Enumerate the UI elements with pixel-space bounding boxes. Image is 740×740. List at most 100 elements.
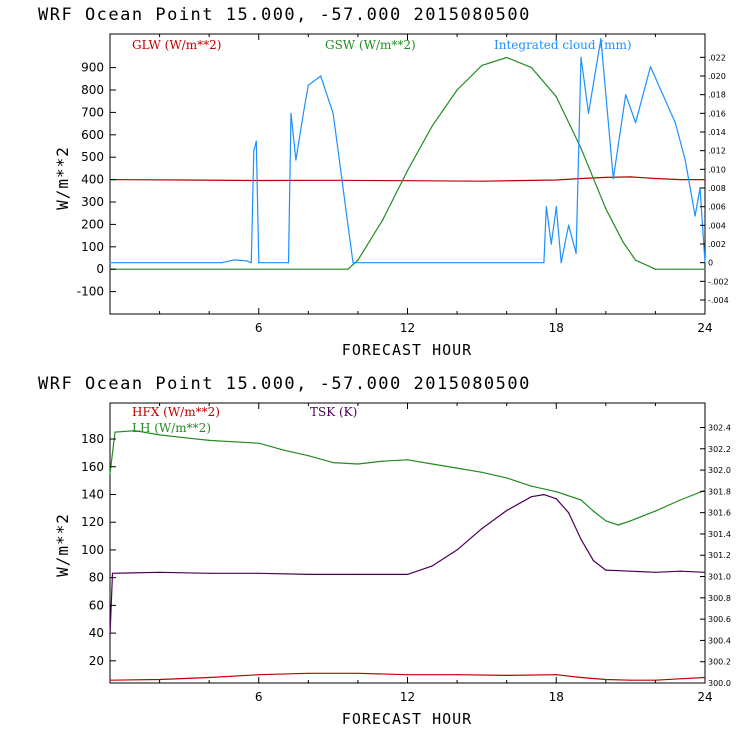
bottom-right-tick-label: 300.4 xyxy=(708,636,731,645)
top-y-tick-label: 500 xyxy=(81,150,104,164)
top-right-tick-label: .020 xyxy=(708,72,726,81)
top-series-integrated-point xyxy=(349,243,352,245)
bottom-series-lh-point xyxy=(530,485,533,487)
bottom-series-lh-point xyxy=(307,455,309,457)
top-y-tick-label: 0 xyxy=(96,262,104,276)
top-axes-group: 6 12 18 24 -100 0 100 200 300 400 500 600 700 800 900.… xyxy=(77,34,729,335)
top-series-gsw-point xyxy=(622,241,624,243)
top-plot-frame xyxy=(109,33,706,315)
bottom-y-tick-label: 160 xyxy=(81,460,104,474)
top-y-tick-label: -100 xyxy=(77,285,104,299)
top-chart-title: WRF Ocean Point 15.000, -57.000 20150805… xyxy=(38,5,531,25)
bottom-series-lh-point xyxy=(679,499,681,501)
bottom-right-tick-label: 301.6 xyxy=(708,509,731,518)
top-series-gsw-point xyxy=(530,67,533,69)
top-series-integrated-point xyxy=(568,224,570,226)
bottom-series-lh-point xyxy=(114,431,116,433)
top-series-glw-point xyxy=(580,177,582,180)
top-series-integrated-point xyxy=(560,262,562,264)
top-right-tick-label: 0 xyxy=(708,259,713,268)
top-legend-glw: GLW (W/m**2) xyxy=(132,38,221,52)
bottom-series-tsk-line xyxy=(109,494,706,636)
top-series-gsw-point xyxy=(382,219,384,221)
top-series-integrated-point xyxy=(662,94,664,96)
bottom-series-hfx-point xyxy=(307,672,309,674)
top-x-axis-label: FORECAST HOUR xyxy=(342,341,472,359)
top-right-tick-label: .016 xyxy=(708,109,726,118)
bottom-series-lh-point xyxy=(630,520,632,522)
top-series-glw-point xyxy=(704,179,706,181)
bottom-series-tsk-point xyxy=(109,634,111,636)
top-right-tick-label: .004 xyxy=(708,221,726,230)
bottom-series-tsk-point xyxy=(159,571,161,573)
top-series-glw-point xyxy=(406,180,409,182)
bottom-series-tsk-point xyxy=(456,549,458,551)
top-series-gsw-point xyxy=(704,268,706,270)
bottom-series-tsk-point xyxy=(258,572,260,574)
top-series-integrated-point xyxy=(674,122,676,124)
bottom-series-hfx-point xyxy=(159,678,161,681)
bottom-right-tick-label: 302.4 xyxy=(708,423,731,432)
bottom-series-tsk-point xyxy=(568,512,570,514)
top-series-integrated-line xyxy=(110,38,706,264)
bottom-axes-group: 6 12 18 24 20 40 60 80 100 120 140 160 180 302.4 302.2… xyxy=(81,403,731,704)
bottom-legend-hfx: HFX (W/m**2) xyxy=(132,405,220,419)
bottom-y-tick-label: 120 xyxy=(81,515,104,529)
top-series-integrated-point xyxy=(253,150,255,152)
top-series-glw-point xyxy=(630,176,632,178)
bottom-series-lh-point xyxy=(332,462,334,464)
top-right-tick-label: .008 xyxy=(708,184,726,193)
bottom-series-tsk-point xyxy=(307,573,309,576)
bottom-series-tsk-point xyxy=(506,509,508,512)
top-series-integrated-point xyxy=(555,206,557,208)
bottom-series-tsk-point xyxy=(208,572,210,574)
top-series-integrated-point xyxy=(245,260,247,262)
top-right-tick-label: -.002 xyxy=(708,277,729,286)
top-series-glw-point xyxy=(555,179,557,181)
bottom-x-axis-label: FORECAST HOUR xyxy=(342,710,472,728)
top-series-integrated-point xyxy=(344,206,347,208)
top-y-tick-label: 800 xyxy=(81,83,104,97)
bottom-series-tsk-point xyxy=(406,573,409,576)
top-y-tick-label: 400 xyxy=(81,173,104,187)
top-series-integrated-point xyxy=(320,75,322,77)
bottom-series-hfx-point xyxy=(109,679,111,681)
top-y-tick-label: 700 xyxy=(81,105,104,119)
bottom-chart-title: WRF Ocean Point 15.000, -57.000 20150805… xyxy=(38,374,531,394)
top-right-tick-label: .010 xyxy=(708,165,726,174)
bottom-series-tsk-point xyxy=(592,560,595,562)
top-series-integrated-point xyxy=(221,262,223,264)
bottom-y-axis-label: W/m**2 xyxy=(53,513,72,577)
bottom-series-lh-point xyxy=(282,449,285,451)
top-series-integrated-point xyxy=(612,178,614,180)
top-series-integrated-point xyxy=(543,262,545,264)
bottom-series-lh-point xyxy=(357,463,359,465)
bottom-series-tsk-point xyxy=(481,528,483,530)
top-series-gsw-point xyxy=(506,56,508,59)
bottom-y-tick-label: 100 xyxy=(81,543,104,557)
top-series-integrated-point xyxy=(545,206,547,208)
bottom-series-tsk-point xyxy=(543,494,545,496)
top-series-glw-point xyxy=(481,180,483,182)
top-series-integrated-point xyxy=(287,262,290,264)
top-series-gsw-line xyxy=(110,56,705,270)
top-series-integrated-point xyxy=(263,262,265,264)
top-right-tick-label: .012 xyxy=(708,147,726,156)
top-x-tick-label: 6 xyxy=(255,321,263,335)
top-y-tick-label: 100 xyxy=(81,240,104,254)
bottom-y-tick-label: 140 xyxy=(81,487,104,501)
top-series-integrated-point xyxy=(587,112,590,114)
bottom-series-hfx-line xyxy=(109,672,706,681)
bottom-right-tick-label: 302.2 xyxy=(708,445,731,454)
top-series-integrated-point xyxy=(550,243,552,245)
bottom-y-tick-label: 80 xyxy=(89,571,104,585)
bottom-series-lh-point xyxy=(406,459,409,461)
bottom-legend-lh: LH (W/m**2) xyxy=(132,421,211,435)
top-x-tick-label: 24 xyxy=(697,321,712,335)
bottom-series-tsk-point xyxy=(111,572,114,574)
top-series-glw-point xyxy=(183,179,185,181)
top-series-integrated-point xyxy=(625,94,627,96)
bottom-series-tsk-point xyxy=(530,496,533,498)
top-series-integrated-point xyxy=(575,252,577,254)
top-right-tick-label: -.004 xyxy=(708,296,729,305)
